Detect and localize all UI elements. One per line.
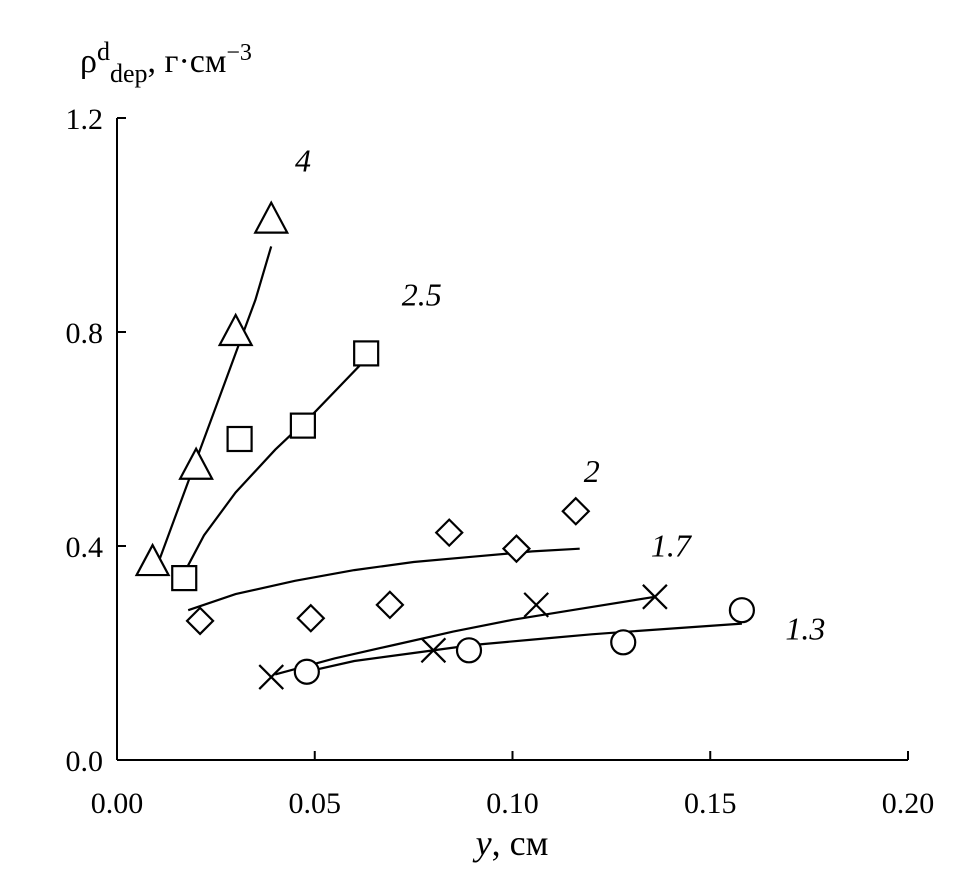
fit-line-series-1-3 <box>306 622 742 673</box>
y-axis-label-sub: dep <box>110 59 148 88</box>
x-tick-label: 0.00 <box>91 787 144 820</box>
data-point-cross-series-1-7 <box>523 592 550 618</box>
data-point-triangle-series-4 <box>217 312 254 347</box>
y-tick-label: 0.8 <box>66 317 104 350</box>
fit-line-series-2-5 <box>183 358 367 574</box>
data-point-triangle-series-4 <box>253 200 290 234</box>
data-point-circle-series-1-3 <box>455 637 483 664</box>
data-point-cross-series-1-7 <box>642 584 668 610</box>
x-tick-label: 0.20 <box>882 787 935 820</box>
data-point-diamond-series-2 <box>434 518 464 548</box>
data-point-square-series-2-5 <box>171 564 198 592</box>
x-tick-label: 0.05 <box>289 787 342 820</box>
series-labels: 4 2.5 2 1.7 1.3 <box>295 143 825 647</box>
fit-line-series-4 <box>155 246 273 568</box>
x-axis-label: y, см <box>473 823 549 863</box>
data-point-diamond-series-2 <box>501 534 532 564</box>
series-label-2: 2 <box>584 453 600 489</box>
data-point-circle-series-1-3 <box>293 658 320 685</box>
y-axis-label-units: , г·см <box>148 43 227 80</box>
data-point-triangle-series-4 <box>134 542 171 577</box>
y-axis-label-exponent: −3 <box>226 40 252 66</box>
data-point-circle-series-1-3 <box>728 597 755 624</box>
data-markers <box>134 200 755 690</box>
ticks: 0.00 0.05 0.10 0.15 0.20 0.0 0.4 0.8 1.2 <box>66 103 935 820</box>
fit-line-series-1-7 <box>274 595 656 676</box>
x-tick-label: 0.10 <box>486 787 539 820</box>
fit-lines <box>155 246 742 676</box>
x-axis-label-var: y <box>473 823 492 863</box>
data-point-circle-series-1-3 <box>610 629 637 656</box>
x-tick-label: 0.15 <box>684 787 737 820</box>
y-axis-label-rho: ρ <box>80 43 97 80</box>
x-axis-label-units: , см <box>492 823 549 863</box>
data-point-square-series-2-5 <box>353 340 380 367</box>
y-tick-label: 0.4 <box>66 531 104 564</box>
series-label-4: 4 <box>295 143 311 179</box>
data-point-square-series-2-5 <box>289 412 316 439</box>
y-axis-label-sup: d <box>97 37 110 66</box>
data-point-triangle-series-4 <box>178 446 214 480</box>
series-label-1-7: 1.7 <box>651 528 693 564</box>
data-point-square-series-2-5 <box>226 425 253 453</box>
data-point-cross-series-1-7 <box>420 637 447 664</box>
series-label-2-5: 2.5 <box>402 276 442 312</box>
series-label-1-3: 1.3 <box>785 611 825 647</box>
data-point-cross-series-1-7 <box>258 664 285 690</box>
y-tick-label: 0.0 <box>66 745 104 778</box>
data-point-diamond-series-2 <box>296 603 326 633</box>
y-axis-label: ρddep, г·см−3 <box>80 37 252 88</box>
data-point-diamond-series-2 <box>375 590 405 620</box>
y-tick-label: 1.2 <box>66 103 104 136</box>
data-point-diamond-series-2 <box>185 606 215 636</box>
data-point-diamond-series-2 <box>561 496 591 526</box>
